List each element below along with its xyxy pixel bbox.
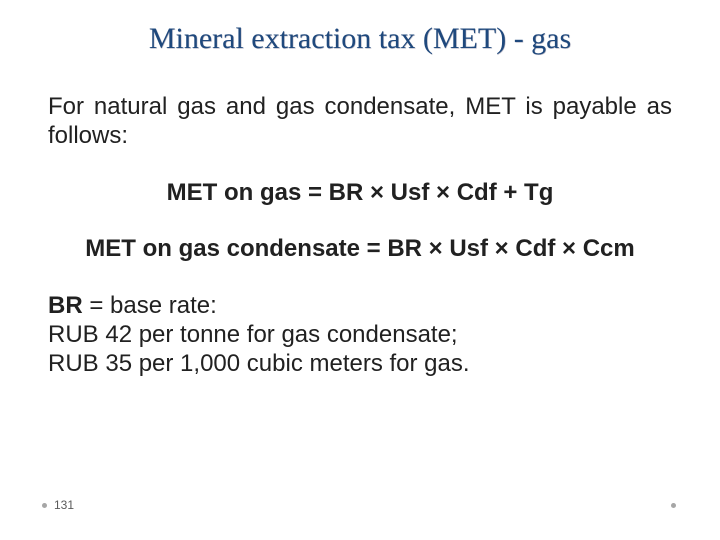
rate-condensate: RUB 42 per tonne for gas condensate;: [48, 321, 458, 348]
bullet-left-icon: [42, 503, 47, 508]
slide-title: Mineral extraction tax (MET) - gas: [48, 22, 672, 56]
rate-gas: RUB 35 per 1,000 cubic meters for gas.: [48, 350, 470, 377]
bullet-right-icon: [671, 503, 676, 508]
formula-gas: MET on gas = BR × Usf × Cdf + Tg: [48, 179, 672, 207]
slide: Mineral extraction tax (MET) - gas For n…: [0, 0, 720, 540]
definition-block: BR = base rate: RUB 42 per tonne for gas…: [48, 291, 672, 379]
page-number: 131: [54, 498, 74, 512]
br-label: BR: [48, 292, 83, 319]
br-rest: = base rate:: [83, 292, 217, 319]
intro-text: For natural gas and gas condensate, MET …: [48, 92, 672, 151]
formula-condensate: MET on gas condensate = BR × Usf × Cdf ×…: [48, 235, 672, 263]
